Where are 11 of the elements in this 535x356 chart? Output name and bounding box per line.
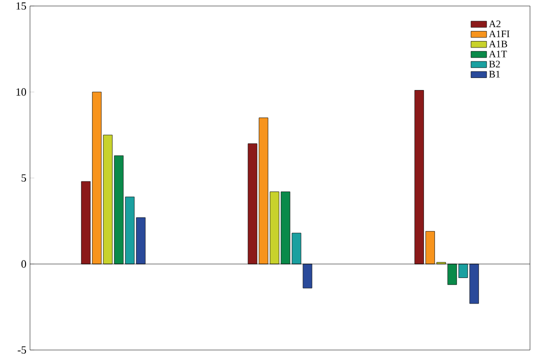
legend-label: B2 (489, 60, 500, 68)
y-tick-label: 10 (16, 88, 26, 96)
y-tick-label: 15 (16, 2, 26, 10)
legend-label: A2 (488, 20, 500, 28)
legend-label: A1B (488, 40, 508, 48)
legend-label: A1T (488, 50, 507, 58)
legend-label: B1 (489, 70, 500, 78)
y-tick-label: 0 (21, 260, 26, 268)
legend-label: A1FI (488, 30, 510, 38)
y-tick-label: -5 (18, 346, 26, 354)
y-tick-label: 5 (22, 174, 26, 182)
